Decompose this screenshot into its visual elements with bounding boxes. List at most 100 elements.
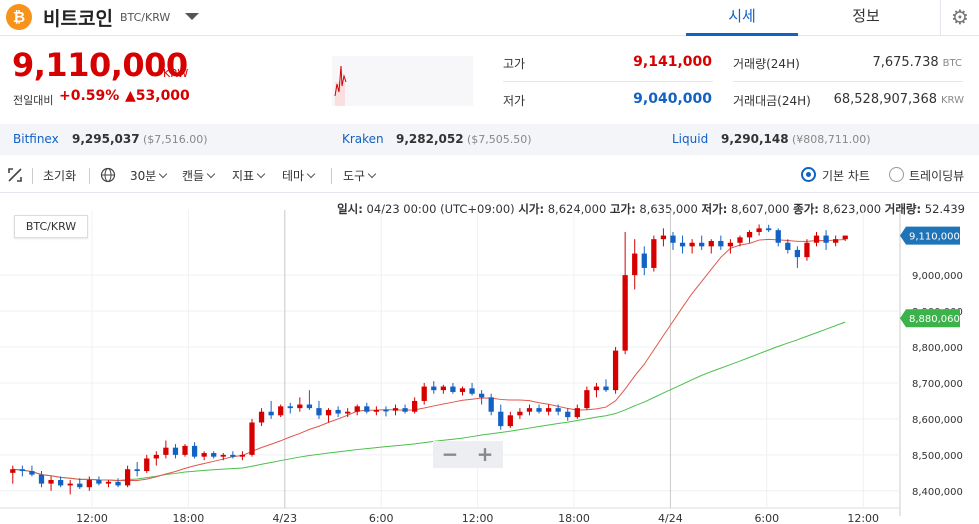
x-tick-label: 4/23: [272, 512, 297, 524]
candle-body: [727, 242, 734, 247]
volume-number: 7,675.738: [872, 55, 939, 70]
indicator-label: 지표: [232, 169, 255, 183]
candle-body: [651, 239, 657, 268]
candle-body: [670, 235, 676, 243]
candlestick-chart[interactable]: 9,000,0008,900,0008,800,0008,700,0008,60…: [0, 210, 979, 524]
info-low: 8,607,000: [730, 202, 790, 216]
reset-button[interactable]: 초기화: [43, 169, 77, 183]
gear-icon[interactable]: ⚙: [940, 0, 979, 36]
candle-body: [469, 388, 475, 394]
expand-icon[interactable]: [8, 168, 22, 185]
tradingview-label[interactable]: 트레이딩뷰: [909, 169, 965, 183]
candle-body: [38, 474, 45, 484]
candle-body: [325, 409, 332, 416]
candle-body: [402, 408, 408, 412]
ma-short-line: [12, 238, 846, 481]
candle-body: [220, 454, 226, 457]
globe-icon[interactable]: [100, 167, 116, 186]
interval-label: 30분: [130, 169, 157, 183]
candle-body: [383, 409, 389, 412]
candle-body: [57, 480, 64, 486]
prev-day-label: 전일대비: [13, 94, 54, 107]
info-low-label: 저가:: [701, 202, 728, 216]
candle-body: [335, 409, 341, 414]
candle-body: [345, 411, 351, 414]
candle-body: [124, 469, 131, 486]
candle-body: [756, 228, 762, 232]
exchange-name[interactable]: Kraken: [342, 132, 384, 146]
candle-body: [29, 471, 35, 475]
candle-body: [201, 453, 207, 457]
x-tick-label: 12:00: [847, 512, 879, 524]
candle-body: [679, 242, 686, 247]
sparkline-svg: [334, 65, 347, 106]
sparkline-line: [334, 65, 347, 97]
candle-dropdown[interactable]: 캔들: [182, 167, 216, 184]
indicator-dropdown[interactable]: 지표: [232, 167, 266, 184]
info-open-label: 시가:: [518, 202, 545, 216]
candle-body: [364, 406, 370, 412]
chevron-down-icon[interactable]: [185, 13, 199, 20]
change-amount: ▲53,000: [125, 88, 190, 104]
x-tick-label: 4/24: [658, 512, 683, 524]
candle-body: [660, 235, 667, 240]
y-tick-label: 8,500,000: [912, 451, 963, 462]
candle-body: [565, 411, 571, 418]
theme-dropdown[interactable]: 테마: [282, 167, 316, 184]
coin-pair[interactable]: BTC/KRW: [120, 11, 171, 24]
candle-body: [708, 240, 714, 247]
sparkline-chart: [332, 56, 473, 106]
low-value: 9,040,000: [633, 91, 712, 107]
candle-body: [144, 458, 150, 472]
candle-body: [593, 386, 600, 391]
last-price-tag: 9,110,000: [909, 232, 960, 243]
tab-info[interactable]: 정보: [852, 7, 880, 25]
zoom-in-button[interactable]: +: [476, 442, 494, 466]
exchange-price: 9,295,037: [72, 132, 140, 146]
candle-body: [163, 447, 169, 455]
candle-body: [316, 408, 322, 416]
interval-dropdown[interactable]: 30분: [130, 167, 168, 184]
coin-name[interactable]: 비트코인: [43, 8, 113, 30]
candle-body: [230, 454, 236, 457]
candle-body: [603, 386, 609, 391]
info-high-label: 고가:: [609, 202, 636, 216]
candle-body: [718, 240, 724, 247]
zoom-out-button[interactable]: −: [441, 442, 459, 466]
tab-price[interactable]: 시세: [686, 4, 798, 36]
candle-body: [746, 231, 753, 238]
tradingview-radio[interactable]: [889, 167, 904, 182]
candle-body: [96, 480, 102, 484]
candle-body: [287, 406, 293, 409]
x-tick-label: 12:00: [462, 512, 494, 524]
exchange-usd: ($7,505.50): [467, 133, 532, 146]
basic-chart-radio[interactable]: [801, 167, 816, 182]
exchange-name[interactable]: Liquid: [672, 132, 709, 146]
candle-body: [612, 350, 619, 391]
candle-body: [536, 408, 542, 412]
exchange-name[interactable]: Bitfinex: [13, 132, 59, 146]
exchange-usd: ($7,516.00): [143, 133, 208, 146]
y-tick-label: 9,000,000: [912, 271, 963, 282]
tools-dropdown[interactable]: 도구: [343, 167, 377, 184]
candle-body: [689, 242, 695, 247]
x-tick-label: 18:00: [558, 512, 590, 524]
candle-body: [153, 454, 159, 459]
chart-toolbar: [0, 158, 979, 193]
candle-body: [297, 404, 303, 409]
change-rate: +0.59%: [59, 88, 120, 104]
chevron-down-icon: [367, 169, 377, 179]
basic-chart-label[interactable]: 기본 차트: [822, 169, 870, 183]
header-bar: [0, 0, 979, 36]
candle-body: [737, 237, 743, 243]
candle-body: [498, 411, 504, 427]
toolbar-separator: [32, 168, 33, 184]
price-unit: KRW: [163, 67, 189, 80]
candle-body: [258, 411, 265, 423]
candle-body: [478, 393, 485, 398]
chevron-down-icon: [206, 169, 216, 179]
amount-unit: KRW: [941, 95, 964, 106]
candle-body: [278, 406, 284, 416]
candle-body: [412, 400, 418, 412]
divider: [503, 81, 713, 82]
